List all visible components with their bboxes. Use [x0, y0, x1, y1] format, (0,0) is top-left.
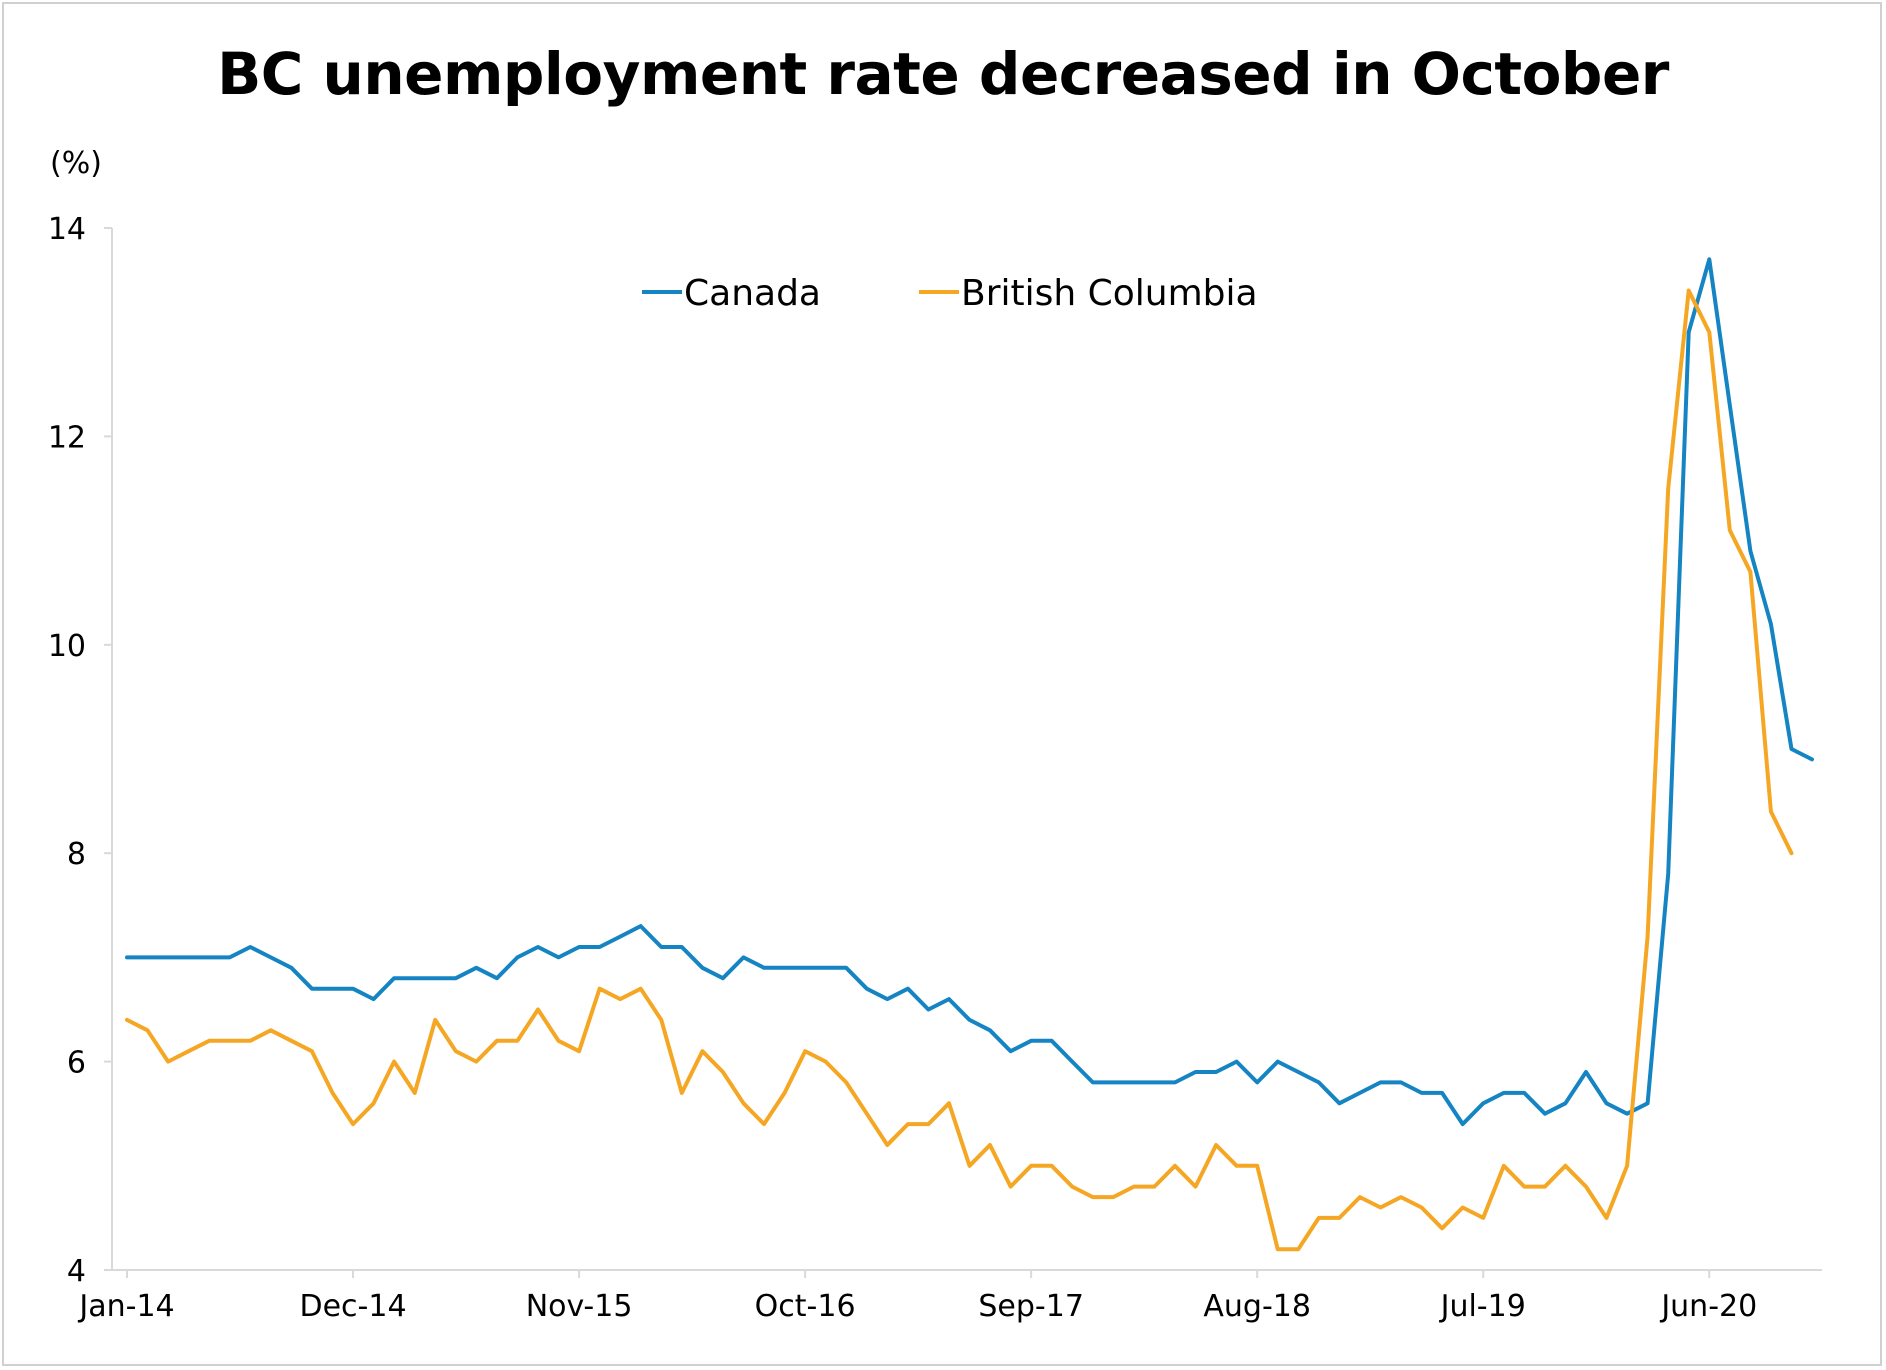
x-tick-label: Nov-15	[526, 1289, 633, 1324]
y-ticks: 4 6 8 10 12 14	[48, 212, 112, 1289]
y-tick-label: 8	[67, 837, 86, 872]
legend: Canada British Columbia	[642, 273, 1258, 314]
y-tick-label: 14	[48, 212, 86, 247]
axes	[111, 228, 1822, 1271]
x-ticks: Jan-14 Dec-14 Nov-15 Oct-16 Sep-17 Aug-18 Jul-…	[77, 1270, 1757, 1324]
x-tick-label: Jan-14	[77, 1289, 174, 1324]
x-tick-label: Oct-16	[755, 1289, 856, 1324]
chart-title: BC unemployment rate decreased in Octobe…	[217, 40, 1669, 108]
y-tick-label: 4	[67, 1254, 86, 1289]
x-tick-label: Aug-18	[1203, 1289, 1311, 1324]
y-axis-unit-label: (%)	[50, 146, 102, 181]
legend-label-british-columbia: British Columbia	[961, 273, 1258, 314]
legend-label-canada: Canada	[684, 273, 821, 314]
series-line-canada	[125, 257, 1814, 1127]
y-tick-label: 6	[67, 1046, 86, 1081]
x-tick-label: Jul-19	[1439, 1289, 1526, 1324]
y-tick-label: 10	[48, 629, 86, 664]
x-tick-label: Dec-14	[300, 1289, 407, 1324]
series-line-british-columbia	[125, 288, 1794, 1252]
x-tick-label: Jun-20	[1659, 1289, 1757, 1324]
x-tick-label: Sep-17	[978, 1289, 1084, 1324]
series-lines	[125, 257, 1814, 1252]
y-tick-label: 12	[48, 420, 86, 455]
